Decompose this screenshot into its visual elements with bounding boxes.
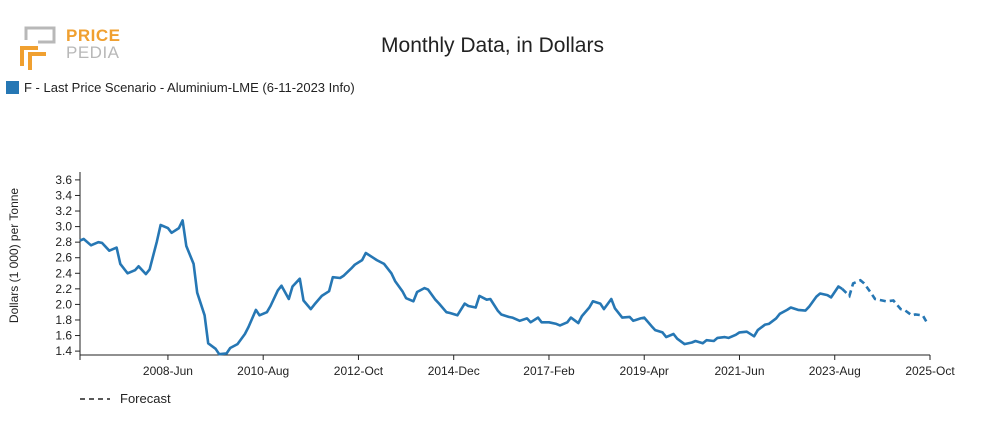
x-tick-label: 2010-Aug (237, 364, 289, 378)
dashed-line-icon (80, 397, 110, 400)
chart-title: Monthly Data, in Dollars (381, 34, 604, 57)
x-tick-label: 2021-Jun (714, 364, 764, 378)
y-tick-label: 2.8 (55, 235, 72, 249)
forecast-legend-label: Forecast (120, 391, 171, 406)
legend[interactable]: F - Last Price Scenario - Aluminium-LME … (6, 80, 355, 95)
legend-swatch (6, 81, 19, 94)
logo-text-price: PRICE (66, 26, 121, 45)
y-tick-label: 2.4 (55, 266, 72, 280)
y-tick-label: 1.4 (55, 344, 72, 358)
y-tick-label: 3.6 (55, 173, 72, 187)
forecast-legend[interactable]: Forecast (80, 391, 171, 406)
series-line (79, 219, 843, 356)
x-tick-label: 2019-Apr (620, 364, 669, 378)
logo-text-pedia: PEDIA (66, 43, 120, 62)
y-axis: 1.41.6 1.8 2.02.2 2.42.6 2.83.0 3.2 3.43.6 (55, 172, 81, 358)
y-tick-label: 1.6 (55, 329, 72, 343)
y-axis-label: Dollars (1 000) per Tonne (7, 188, 21, 324)
forecast-line (841, 278, 930, 323)
pricepedia-logo: PRICE PEDIA (18, 22, 128, 74)
y-tick-label: 2.0 (55, 297, 72, 311)
logo-mark-icon (20, 26, 56, 70)
legend-label: F - Last Price Scenario - Aluminium-LME … (24, 80, 355, 95)
y-tick-label: 2.2 (55, 282, 72, 296)
x-tick-label: 2017-Feb (523, 364, 575, 378)
x-axis: 2008-Jun 2010-Aug 2012-Oct 2014-Dec 2017-Feb… (79, 354, 955, 378)
y-tick-label: 2.6 (55, 251, 72, 265)
x-tick-label: 2012-Oct (334, 364, 384, 378)
x-tick-label: 2025-Oct (905, 364, 955, 378)
x-tick-label: 2014-Dec (428, 364, 480, 378)
x-tick-label: 2023-Aug (809, 364, 861, 378)
y-tick-label: 3.2 (55, 204, 72, 218)
y-tick-label: 1.8 (55, 313, 72, 327)
y-tick-label: 3.4 (55, 188, 72, 202)
y-tick-label: 3.0 (55, 220, 72, 234)
series-group (79, 219, 930, 356)
x-tick-label: 2008-Jun (143, 364, 193, 378)
